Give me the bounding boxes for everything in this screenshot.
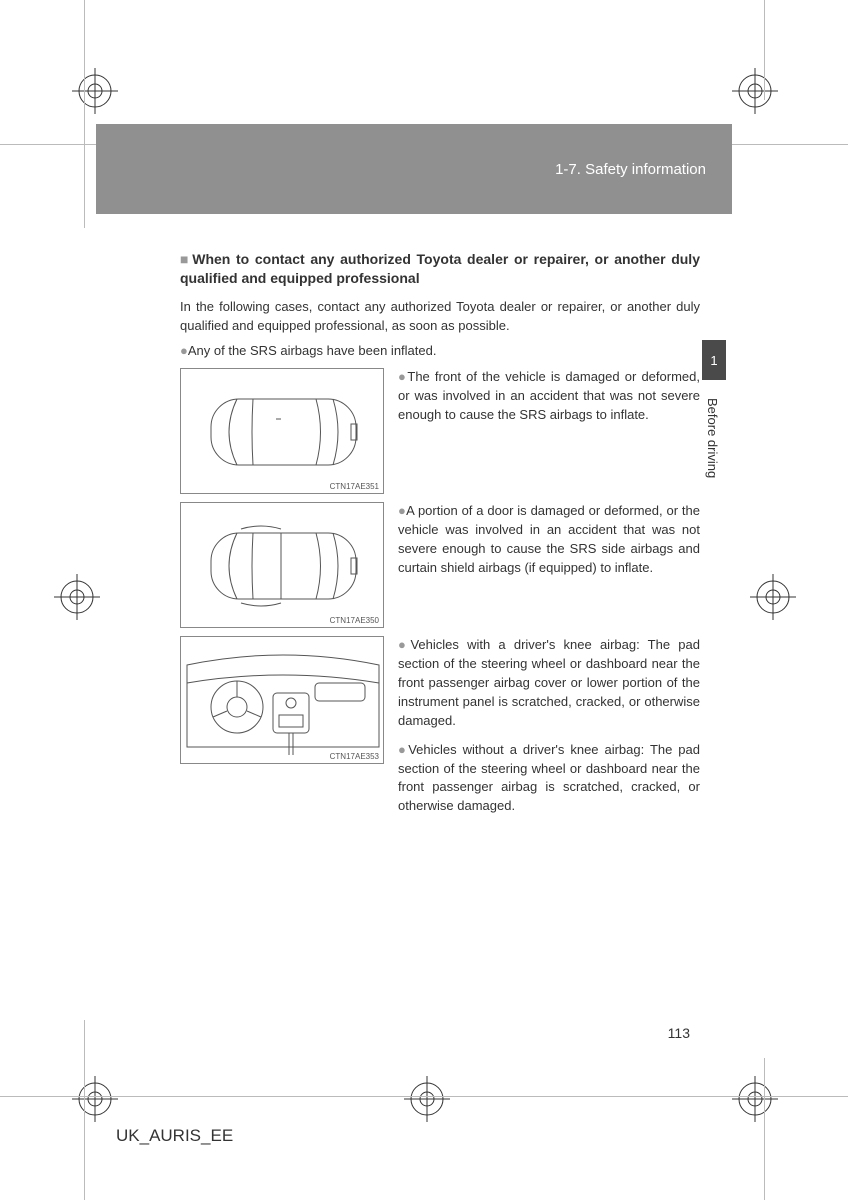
item-description: ●Vehicles without a driver's knee airbag… (398, 741, 700, 816)
circle-bullet-icon: ● (398, 503, 406, 518)
section-title: 1-7. Safety information (555, 161, 706, 178)
section-header: 1-7. Safety information (96, 124, 732, 214)
figure-car-top-side: CTN17AE350 (180, 502, 384, 628)
circle-bullet-icon: ● (180, 343, 188, 358)
intro-text: In the following cases, contact any auth… (180, 298, 700, 336)
item-description: ●A portion of a door is damaged or defor… (398, 502, 700, 577)
desc-text: The front of the vehicle is damaged or d… (398, 369, 700, 422)
regmark-icon (72, 68, 118, 114)
crop-hairline (84, 0, 85, 228)
chapter-tab: 1 (702, 340, 726, 380)
item-description: ●The front of the vehicle is damaged or … (398, 368, 700, 425)
regmark-icon (404, 1076, 450, 1122)
crop-hairline (84, 1020, 85, 1200)
circle-bullet-icon: ● (398, 637, 410, 652)
figure-row: CTN17AE353 ●Vehicles with a driver's kne… (180, 636, 700, 816)
figure-caption: CTN17AE353 (330, 752, 379, 761)
crop-hairline (0, 144, 105, 145)
crop-hairline (764, 1058, 765, 1200)
figure-car-top-front: CTN17AE351 (180, 368, 384, 494)
figure-dashboard: CTN17AE353 (180, 636, 384, 764)
figure-caption: CTN17AE351 (330, 482, 379, 491)
crop-hairline (730, 144, 848, 145)
regmark-icon (54, 574, 100, 620)
document-id: UK_AURIS_EE (116, 1126, 233, 1146)
crop-hairline (764, 0, 765, 100)
square-bullet-icon: ■ (180, 251, 190, 267)
page-number: 113 (668, 1025, 690, 1041)
regmark-icon (72, 1076, 118, 1122)
regmark-icon (732, 68, 778, 114)
desc-text: Vehicles with a driver's knee airbag: Th… (398, 637, 700, 727)
item-description: ●Vehicles with a driver's knee airbag: T… (398, 636, 700, 730)
regmark-icon (732, 1076, 778, 1122)
circle-bullet-icon: ● (398, 369, 407, 384)
figure-row: CTN17AE351 ●The front of the vehicle is … (180, 368, 700, 494)
desc-text: A portion of a door is damaged or deform… (398, 503, 700, 575)
bullet-text: Any of the SRS airbags have been inflate… (188, 343, 437, 358)
regmark-icon (750, 574, 796, 620)
figure-row: CTN17AE350 ●A portion of a door is damag… (180, 502, 700, 628)
heading-text: When to contact any authorized Toyota de… (180, 251, 700, 286)
figure-caption: CTN17AE350 (330, 616, 379, 625)
content-heading: ■When to contact any authorized Toyota d… (180, 250, 700, 288)
chapter-side-label: Before driving (705, 398, 720, 478)
circle-bullet-icon: ● (398, 742, 408, 757)
bullet-item: ●Any of the SRS airbags have been inflat… (180, 343, 700, 358)
page-content: ■When to contact any authorized Toyota d… (180, 250, 700, 824)
desc-text: Vehicles without a driver's knee airbag:… (398, 742, 700, 814)
crop-hairline (0, 1096, 848, 1097)
